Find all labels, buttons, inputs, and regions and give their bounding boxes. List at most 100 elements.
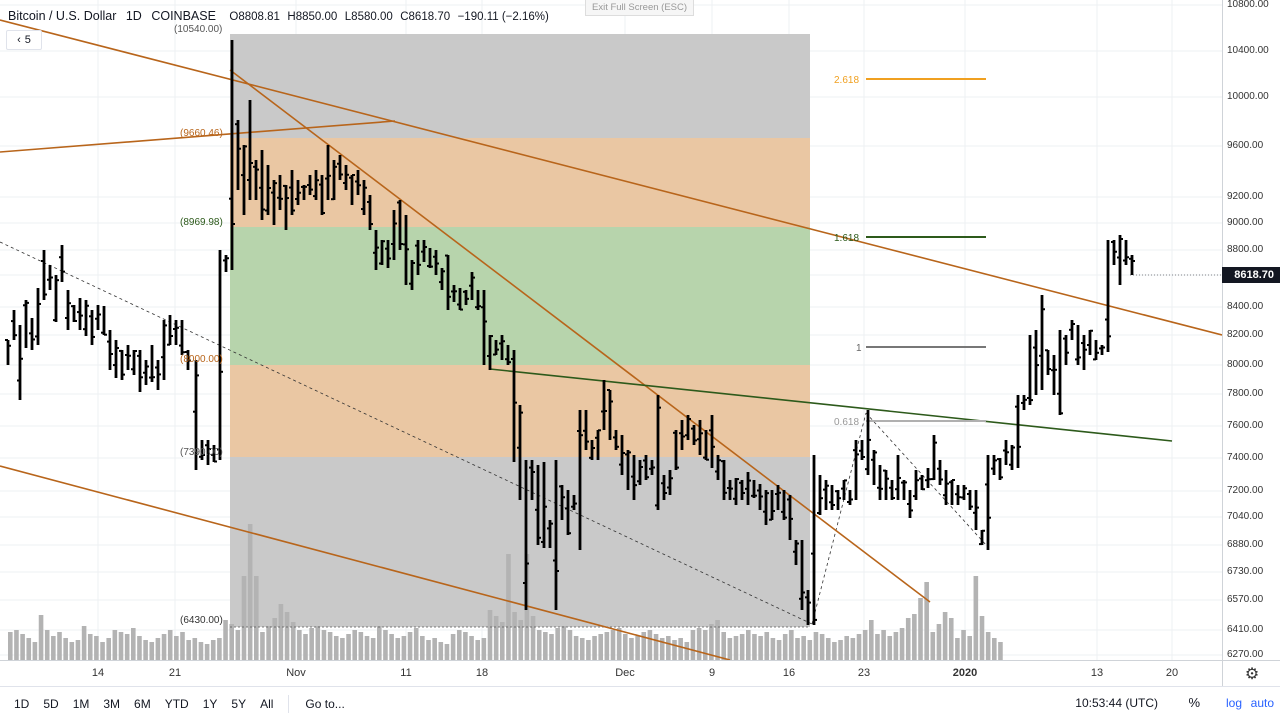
log-scale-toggle[interactable]: log: [1225, 696, 1242, 710]
volume-bar: [506, 554, 511, 660]
volume-bar: [315, 626, 321, 660]
fib-label-7390: (7390.00): [180, 447, 223, 458]
volume-bar: [579, 638, 585, 660]
chevron-left-icon: ‹: [17, 34, 21, 46]
volume-bar: [143, 640, 148, 660]
volume-bar: [887, 636, 893, 660]
price-tick-label: 10400.00: [1227, 45, 1269, 56]
range-button-5y[interactable]: 5Y: [231, 697, 247, 711]
price-tick-label: 6730.00: [1227, 566, 1264, 577]
range-button-1d[interactable]: 1D: [14, 697, 30, 711]
percent-scale-toggle[interactable]: %: [1188, 695, 1200, 710]
volume-bar: [604, 632, 610, 660]
volume-bar: [936, 624, 942, 660]
chart-area[interactable]: (10540.00) (9660.46) (8969.98) (8000.00) (73…: [0, 0, 1222, 660]
volume-bar: [161, 634, 167, 660]
auto-scale-toggle[interactable]: auto: [1250, 696, 1274, 710]
volume-bar: [278, 604, 284, 660]
gear-icon[interactable]: ⚙: [1222, 660, 1280, 687]
volume-bar: [14, 630, 19, 660]
symbol-name[interactable]: Bitcoin / U.S. Dollar: [8, 9, 117, 23]
ohlc-low: L8580.00: [344, 11, 393, 23]
price-tick-label: 8200.00: [1227, 329, 1264, 340]
symbol-header: Bitcoin / U.S. Dollar 1D COINBASE O8808.…: [8, 9, 549, 23]
volume-bar: [709, 624, 714, 660]
volume-bar: [217, 638, 222, 660]
volume-bar: [641, 632, 647, 660]
volume-bar: [733, 636, 739, 660]
volume-bar: [955, 638, 960, 660]
range-button-1m[interactable]: 1M: [72, 697, 90, 711]
volume-bar: [727, 638, 733, 660]
symbol-exchange: COINBASE: [151, 9, 216, 23]
volume-bar: [487, 610, 493, 660]
goto-date-button[interactable]: Go to...: [305, 697, 345, 711]
volume-bar: [247, 524, 253, 660]
range-button-group: 1D 5D 1M 3M 6M YTD 1Y 5Y All: [0, 697, 280, 711]
price-axis[interactable]: 10800.00 10400.00 10000.00 9600.00 9200.00 90…: [1222, 0, 1280, 660]
volume-bar: [210, 640, 216, 660]
volume-bar: [758, 636, 763, 660]
volume-bar: [81, 626, 87, 660]
time-tick-label: Dec: [615, 667, 635, 679]
volume-bar: [340, 638, 345, 660]
range-button-ytd[interactable]: YTD: [164, 697, 189, 711]
volume-bar: [782, 634, 788, 660]
volume-bar: [174, 636, 179, 660]
time-axis[interactable]: 14 21 Nov 11 18 Dec 9 16 23 2020 13 20: [0, 660, 1222, 687]
range-button-1y[interactable]: 1Y: [202, 697, 218, 711]
price-tick-label: 7800.00: [1227, 388, 1264, 399]
divider: [288, 695, 290, 713]
volume-bar: [573, 636, 579, 660]
fib-ext-label-1: 1: [856, 343, 862, 354]
volume-bar: [26, 638, 32, 660]
price-chart[interactable]: (10540.00) (9660.46) (8969.98) (8000.00) (73…: [0, 0, 1222, 660]
volume-bar: [94, 636, 99, 660]
volume-bar: [309, 628, 314, 660]
volume-bar: [124, 634, 130, 660]
volume-bar: [69, 642, 75, 660]
volume-bar: [131, 628, 136, 660]
price-tick-label: 7600.00: [1227, 420, 1264, 431]
volume-bar: [838, 640, 843, 660]
time-tick-label: 11: [400, 667, 412, 679]
volume-bar: [696, 628, 702, 660]
interval-toggle-button[interactable]: ‹ 5: [6, 30, 42, 50]
volume-bar: [536, 630, 542, 660]
volume-bar: [254, 576, 259, 660]
volume-bar: [610, 630, 616, 660]
volume-bar: [327, 632, 333, 660]
volume-bar: [948, 618, 954, 660]
volume-bar: [905, 618, 911, 660]
price-tick-label: 7040.00: [1227, 511, 1264, 522]
fib-label-bottom: (6430.00): [180, 615, 223, 626]
volume-bar: [850, 638, 856, 660]
range-button-5d[interactable]: 5D: [43, 697, 59, 711]
volume-bar: [985, 632, 991, 660]
price-tick-label: 8800.00: [1227, 244, 1264, 255]
volume-bar: [51, 636, 56, 660]
range-button-3m[interactable]: 3M: [103, 697, 121, 711]
volume-bar: [543, 632, 548, 660]
price-tick-label: 9000.00: [1227, 217, 1264, 228]
volume-bar: [100, 642, 105, 660]
range-button-6m[interactable]: 6M: [134, 697, 151, 711]
volume-bar: [180, 632, 185, 660]
volume-bar: [623, 634, 628, 660]
volume-bar: [463, 632, 468, 660]
exit-fullscreen-button[interactable]: Exit Full Screen (ESC): [585, 0, 695, 16]
price-tick-label: 8000.00: [1227, 359, 1264, 370]
volume-bar: [149, 642, 155, 660]
volume-bar: [672, 640, 677, 660]
volume-bar: [223, 620, 228, 660]
volume-bar: [352, 630, 357, 660]
clock-timezone[interactable]: 10:53:44 (UTC): [1075, 696, 1158, 710]
volume-bar: [407, 632, 413, 660]
volume-bar: [272, 618, 278, 660]
volume-bar: [666, 636, 671, 660]
volume-bar: [561, 626, 567, 660]
time-tick-label: 14: [91, 667, 105, 679]
price-tick-label: 8400.00: [1227, 301, 1264, 312]
range-button-all[interactable]: All: [260, 697, 274, 711]
volume-bar: [284, 612, 290, 660]
